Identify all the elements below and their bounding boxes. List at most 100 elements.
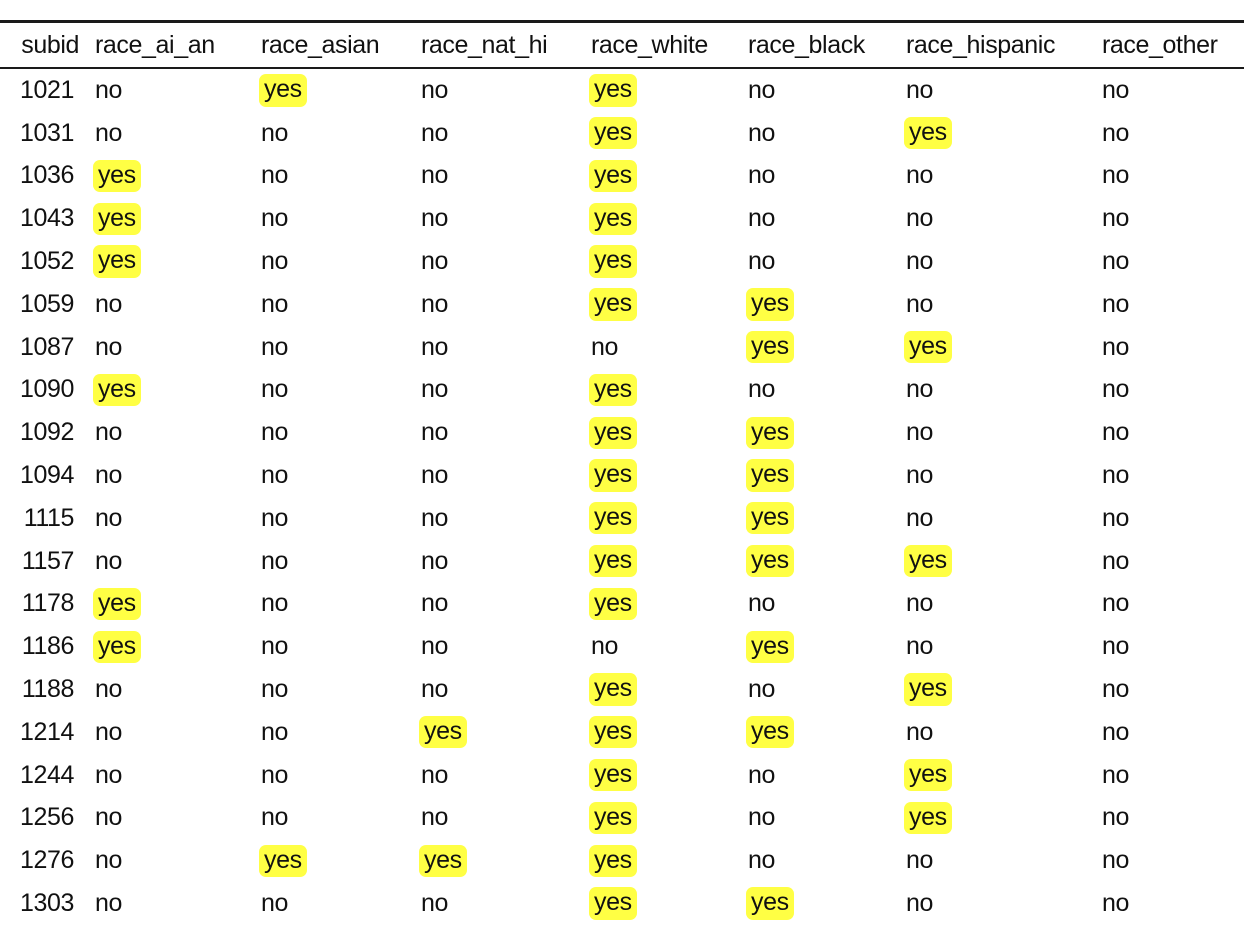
cell-value: no	[95, 461, 123, 490]
cell-race-asian: no	[261, 155, 421, 198]
cell-subid: 1021	[19, 75, 74, 104]
cell-value: no	[748, 846, 776, 875]
cell-subid: 1092	[19, 418, 74, 447]
cell-race-hispanic: no	[906, 283, 1102, 326]
cell-race-black: yes	[746, 497, 906, 540]
cell-value: no	[95, 803, 123, 832]
cell-value: no	[906, 461, 934, 490]
cell-subid: 1059	[19, 289, 74, 318]
yes-highlight: yes	[93, 202, 141, 235]
cell-value: no	[906, 418, 934, 447]
cell-race-hispanic: no	[906, 197, 1102, 240]
cell-value: no	[261, 204, 289, 233]
cell-race-black: yes	[746, 454, 906, 497]
table-row: 1052 yes no no yes no no no	[0, 240, 1244, 283]
column-header-race-hispanic: race_hispanic	[906, 31, 1056, 59]
yes-highlight: yes	[746, 331, 794, 364]
cell-race-asian: no	[261, 540, 421, 583]
cell-race-white: yes	[589, 283, 748, 326]
cell-race-other: no	[1102, 540, 1244, 583]
cell-race-ai-an: no	[95, 326, 261, 369]
cell-race-ai-an: yes	[93, 240, 261, 283]
cell-race-white: yes	[589, 454, 748, 497]
cell-value: no	[95, 889, 123, 918]
yes-highlight: yes	[589, 673, 637, 706]
cell-race-asian: no	[261, 583, 421, 626]
cell-value: no	[261, 418, 289, 447]
cell-race-hispanic: yes	[904, 668, 1102, 711]
yes-highlight: yes	[589, 245, 637, 278]
cell-value: no	[95, 675, 123, 704]
column-header-subid: subid	[21, 31, 79, 59]
yes-highlight: yes	[419, 844, 467, 877]
cell-race-other: no	[1102, 197, 1244, 240]
table-body: 1021 no yes no yes no no no 1031 no no no yes no yes no…	[0, 68, 1244, 925]
cell-value: no	[421, 589, 449, 618]
cell-value: no	[1102, 717, 1130, 746]
cell-race-other: no	[1102, 625, 1244, 668]
cell-subid: 1188	[21, 675, 75, 704]
cell-race-hispanic: no	[906, 68, 1102, 112]
cell-race-nat-hi: no	[421, 882, 591, 925]
yes-highlight: yes	[589, 887, 637, 920]
yes-highlight: yes	[419, 716, 467, 749]
cell-value: no	[748, 204, 776, 233]
cell-race-hispanic: no	[906, 454, 1102, 497]
yes-highlight: yes	[904, 331, 952, 364]
yes-highlight: yes	[904, 759, 952, 792]
cell-value: no	[261, 375, 289, 404]
cell-value: no	[95, 717, 123, 746]
cell-subid: 1186	[21, 632, 75, 661]
cell-race-asian: yes	[259, 839, 421, 882]
cell-value: no	[906, 375, 934, 404]
yes-highlight: yes	[589, 716, 637, 749]
cell-race-ai-an: yes	[93, 197, 261, 240]
cell-value: no	[906, 289, 934, 318]
table-row: 1092 no no no yes yes no no	[0, 411, 1244, 454]
cell-race-other: no	[1102, 711, 1244, 754]
yes-highlight: yes	[589, 74, 637, 107]
cell-race-black: yes	[746, 411, 906, 454]
cell-value: no	[421, 889, 449, 918]
cell-value: no	[95, 760, 123, 789]
cell-value: no	[261, 247, 289, 276]
cell-value: no	[748, 75, 776, 104]
cell-race-black: no	[748, 155, 906, 198]
cell-race-ai-an: no	[95, 668, 261, 711]
cell-race-white: yes	[589, 797, 748, 840]
cell-race-black: yes	[746, 711, 906, 754]
cell-race-black: yes	[746, 882, 906, 925]
cell-race-white: yes	[589, 540, 748, 583]
cell-race-other: no	[1102, 283, 1244, 326]
cell-value: no	[421, 247, 449, 276]
cell-value: no	[1102, 161, 1130, 190]
cell-race-hispanic: yes	[904, 326, 1102, 369]
yes-highlight: yes	[589, 202, 637, 235]
yes-highlight: yes	[746, 416, 794, 449]
cell-race-hispanic: no	[906, 625, 1102, 668]
cell-race-hispanic: no	[906, 240, 1102, 283]
cell-race-other: no	[1102, 240, 1244, 283]
cell-race-ai-an: yes	[93, 583, 261, 626]
cell-value: no	[421, 375, 449, 404]
table-row: 1043 yes no no yes no no no	[0, 197, 1244, 240]
cell-race-black: yes	[746, 625, 906, 668]
cell-value: no	[261, 503, 289, 532]
cell-value: no	[261, 332, 289, 361]
cell-race-white: yes	[589, 583, 748, 626]
cell-value: no	[95, 418, 123, 447]
cell-subid: 1244	[19, 760, 74, 789]
cell-value: no	[421, 632, 449, 661]
cell-race-black: yes	[746, 326, 906, 369]
yes-highlight: yes	[589, 545, 637, 578]
table-row: 1059 no no no yes yes no no	[0, 283, 1244, 326]
cell-subid: 1052	[19, 247, 74, 276]
cell-race-hispanic: no	[906, 711, 1102, 754]
cell-value: no	[1102, 589, 1130, 618]
yes-highlight: yes	[746, 459, 794, 492]
cell-race-white: yes	[589, 155, 748, 198]
table-row: 1276 no yes yes yes no no no	[0, 839, 1244, 882]
table-row: 1178 yes no no yes no no no	[0, 583, 1244, 626]
cell-value: no	[906, 589, 934, 618]
cell-subid: 1031	[19, 118, 74, 147]
